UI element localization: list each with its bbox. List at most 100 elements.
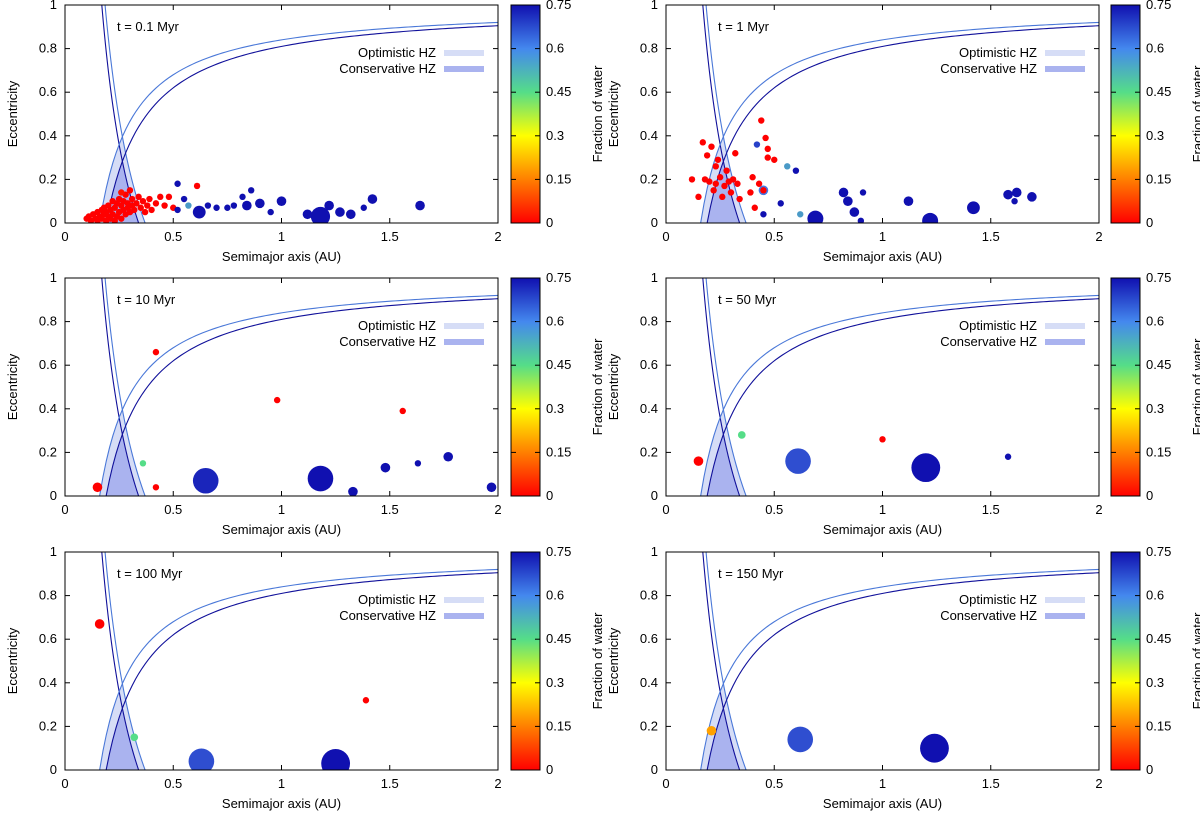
planet-point xyxy=(712,180,719,187)
planet-point xyxy=(118,215,125,222)
y-tick-label: 1 xyxy=(50,0,57,12)
y-axis-label: Eccentricity xyxy=(606,353,621,420)
colorbar-gradient xyxy=(510,4,541,224)
legend-conservative-swatch xyxy=(444,66,484,72)
x-tick-label: 2 xyxy=(494,502,501,517)
y-tick-label: 0.8 xyxy=(39,588,57,603)
colorbar-gradient xyxy=(1110,4,1141,224)
planet-point xyxy=(1011,187,1022,198)
colorbar-gradient xyxy=(510,277,541,497)
planet-point xyxy=(152,348,160,356)
colorbar-tick-label: 0.75 xyxy=(1146,544,1171,559)
planet-point xyxy=(734,180,741,187)
x-tick-label: 1 xyxy=(278,502,285,517)
x-tick-label: 1.5 xyxy=(381,229,399,244)
conservative-hz-region xyxy=(106,708,139,770)
planet-point xyxy=(703,152,711,159)
y-tick-label: 0.8 xyxy=(39,314,57,329)
planet-point xyxy=(688,176,696,183)
x-axis-label: Semimajor axis (AU) xyxy=(823,249,942,264)
colorbar-tick-label: 0.45 xyxy=(546,631,571,646)
y-tick-label: 0.4 xyxy=(39,675,57,690)
legend-conservative-label: Conservative HZ xyxy=(339,61,436,76)
planet-point xyxy=(764,145,771,153)
x-tick-label: 0.5 xyxy=(765,229,783,244)
y-tick-label: 0.2 xyxy=(39,444,57,459)
planet-point xyxy=(139,198,147,205)
planet-point xyxy=(758,117,765,124)
planet-point xyxy=(161,202,168,209)
planet-point xyxy=(760,187,767,194)
conservative-hz-region xyxy=(707,434,740,496)
colorbar-tick-label: 0.45 xyxy=(1146,357,1171,372)
planet-point xyxy=(137,204,144,211)
plot-area xyxy=(92,278,498,496)
optimistic-hz-inner-boundary xyxy=(104,552,146,770)
planet-point xyxy=(133,200,140,207)
planet-point xyxy=(188,748,215,770)
y-tick-label: 0.4 xyxy=(640,675,658,690)
planet-point xyxy=(838,187,849,198)
colorbar-tick-label: 0.45 xyxy=(1146,631,1171,646)
colorbar-tick-label: 0.6 xyxy=(1146,41,1164,56)
panel-3: 0 0.5 1 1.5 2 0 0.2 0.4 0.6 0.8 1 Semimajor axis (A… xyxy=(5,270,605,537)
conservative-hz-outer-boundary xyxy=(706,572,1099,770)
planet-point xyxy=(922,212,939,223)
planet-point xyxy=(224,204,231,211)
planet-point xyxy=(792,167,800,174)
planet-point xyxy=(843,196,853,206)
conservative-hz-inner-boundary xyxy=(702,278,741,496)
planet-point xyxy=(239,193,246,201)
planet-point xyxy=(307,465,334,492)
x-tick-label: 2 xyxy=(1095,776,1102,791)
planet-point xyxy=(310,206,331,223)
colorbar-tick-label: 0.3 xyxy=(546,675,564,690)
colorbar-label: Fraction of water xyxy=(590,65,605,162)
optimistic-hz-outer-boundary xyxy=(700,294,1099,496)
planet-point xyxy=(695,193,702,201)
legend-optimistic-label: Optimistic HZ xyxy=(358,318,436,333)
colorbar-tick-label: 0.15 xyxy=(1146,171,1171,186)
planet-point xyxy=(146,195,153,203)
plot-area xyxy=(83,5,498,223)
x-axis-label: Semimajor axis (AU) xyxy=(222,249,341,264)
x-tick-label: 0.5 xyxy=(765,776,783,791)
planet-point xyxy=(126,187,134,194)
colorbar-gradient xyxy=(510,551,541,771)
colorbar-label: Fraction of water xyxy=(1190,612,1200,709)
planet-point xyxy=(131,206,138,214)
y-tick-label: 0.6 xyxy=(640,84,658,99)
planet-point xyxy=(1003,189,1013,200)
planet-point xyxy=(1011,198,1018,205)
x-tick-label: 1.5 xyxy=(982,502,1000,517)
legend-conservative-label: Conservative HZ xyxy=(339,608,436,623)
planet-point xyxy=(693,456,704,466)
optimistic-hz-outer-boundary xyxy=(700,568,1099,770)
y-tick-label: 0.6 xyxy=(39,357,57,372)
planet-point xyxy=(1004,453,1012,460)
legend-optimistic-label: Optimistic HZ xyxy=(358,45,436,60)
colorbar-label: Fraction of water xyxy=(590,612,605,709)
planet-point xyxy=(174,206,181,214)
legend-optimistic-label: Optimistic HZ xyxy=(959,45,1037,60)
x-axis-label: Semimajor axis (AU) xyxy=(823,522,942,537)
planet-point xyxy=(92,482,103,493)
planet-point xyxy=(727,189,735,196)
planet-point xyxy=(732,150,739,157)
legend-optimistic-label: Optimistic HZ xyxy=(959,592,1037,607)
colorbar-tick-label: 0.3 xyxy=(546,401,564,416)
x-tick-label: 1 xyxy=(278,776,285,791)
planet-point xyxy=(180,195,188,203)
x-tick-label: 1.5 xyxy=(982,229,1000,244)
optimistic-hz-inner-boundary xyxy=(705,278,747,496)
legend-conservative-label: Conservative HZ xyxy=(339,334,436,349)
legend-optimistic-label: Optimistic HZ xyxy=(358,592,436,607)
y-tick-label: 0 xyxy=(651,215,658,230)
planet-point xyxy=(348,486,358,496)
planet-point xyxy=(753,141,761,148)
planet-point xyxy=(807,210,824,223)
colorbar-tick-label: 0.3 xyxy=(546,128,564,143)
planet-point xyxy=(135,193,142,201)
colorbar-tick-label: 0.45 xyxy=(546,84,571,99)
